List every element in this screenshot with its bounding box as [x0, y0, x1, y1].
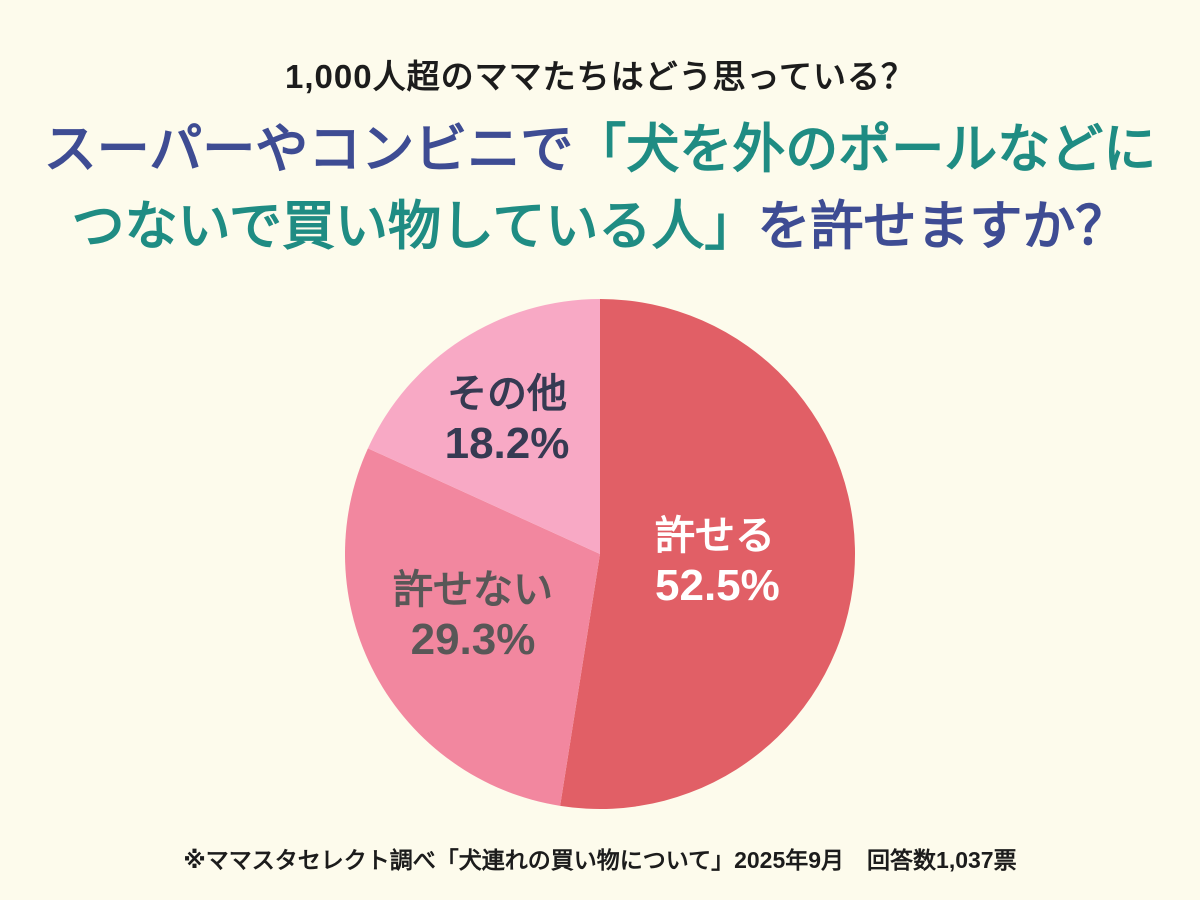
slice-value-label: 29.3% [410, 615, 536, 664]
pie-slice-2 [367, 299, 600, 554]
page-title: スーパーやコンビニで「犬を外のポールなどに つないで買い物している人」を許せます… [0, 111, 1200, 265]
slice-value-label: 18.2% [444, 419, 570, 468]
title-segment-teal: 「犬を外のポールなどに [573, 120, 1157, 179]
slice-category-label: その他 [446, 372, 567, 416]
slice-label-not-allow: 許せない 29.3% [393, 565, 553, 665]
slice-category-label: 許せる [655, 514, 775, 558]
title-line-2: つないで買い物している人」を許せますか？ [72, 197, 1129, 256]
slice-category-label: 許せない [393, 568, 553, 612]
slice-label-allow: 許せる 52.5% [655, 511, 780, 611]
lead-text: 1,000人超のママたちはどう思っている？ [285, 58, 915, 95]
title-segment-teal: つないで買い物している人」 [71, 197, 758, 256]
title-segment-navy: を許せますか？ [757, 197, 1129, 256]
title-segment-navy: スーパーやコンビニで [43, 120, 574, 179]
pie-slice-1 [344, 448, 600, 806]
pie-slice-0 [560, 299, 856, 809]
title-line-1: スーパーやコンビニで「犬を外のポールなどに [44, 120, 1156, 179]
slice-value-label: 52.5% [655, 561, 780, 610]
source-note: ※ママスタセレクト調べ「犬連れの買い物について」2025年9月 回答数1,037… [183, 847, 1017, 873]
slice-label-other: その他 18.2% [445, 369, 570, 469]
